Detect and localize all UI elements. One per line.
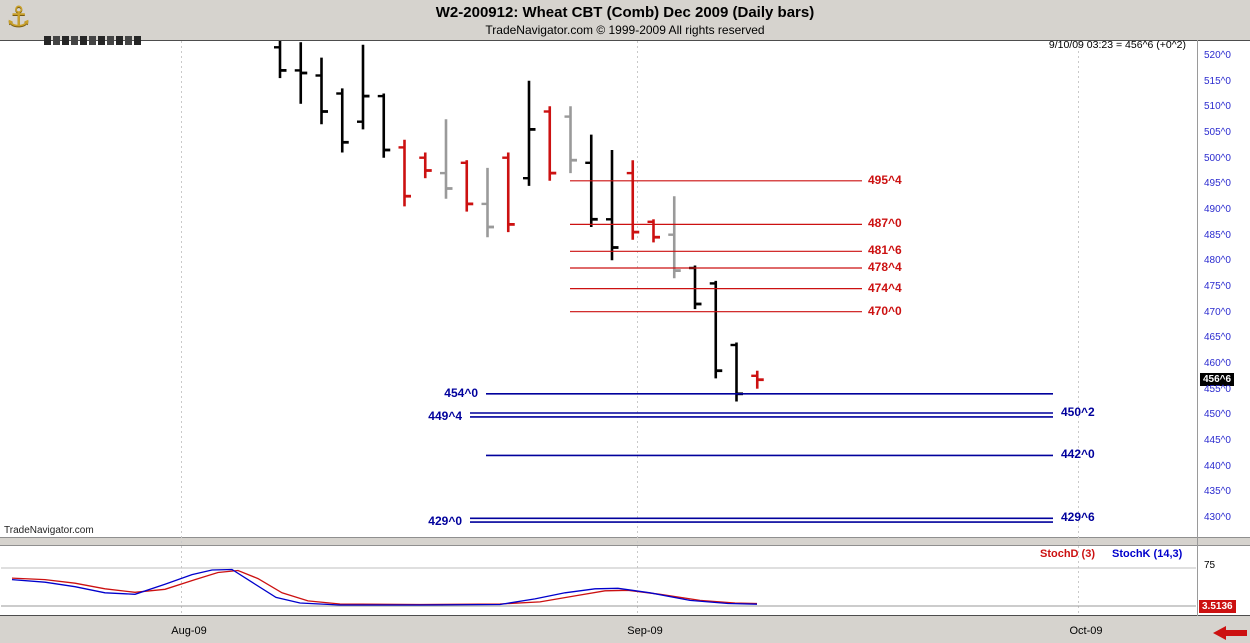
- toolbar-icon-11[interactable]: [134, 36, 141, 45]
- support-level-label: 449^4: [428, 408, 462, 423]
- last-price-badge: 456^6: [1200, 372, 1235, 386]
- date-axis-label: Aug-09: [171, 625, 207, 637]
- price-axis-label: 435^0: [1204, 486, 1231, 498]
- support-level-label: 454^0: [444, 385, 478, 400]
- ohlc-bar[interactable]: [689, 265, 702, 310]
- support-level-label: 429^0: [428, 514, 462, 529]
- price-axis-label: 490^0: [1204, 203, 1231, 215]
- arrow-head: [1213, 626, 1226, 640]
- toolbar-icon-8[interactable]: [107, 36, 114, 45]
- toolbar-icon-9[interactable]: [116, 36, 123, 45]
- price-axis-label: 500^0: [1204, 152, 1231, 164]
- ohlc-bar[interactable]: [668, 196, 681, 279]
- date-axis-label: Sep-09: [627, 625, 663, 637]
- price-axis-label: 455^0: [1204, 383, 1231, 395]
- toolbar-icon-6[interactable]: [89, 36, 96, 45]
- resistance-level-label: 478^4: [868, 260, 902, 275]
- toolbar-icon-7[interactable]: [98, 36, 105, 45]
- toolbar-icon-4[interactable]: [71, 36, 78, 45]
- price-axis-label: 445^0: [1204, 434, 1231, 446]
- ohlc-bar[interactable]: [274, 35, 287, 79]
- toolbar-icon-2[interactable]: [53, 36, 60, 45]
- support-level-label: 442^0: [1061, 447, 1095, 462]
- price-axis-label: 515^0: [1204, 75, 1231, 87]
- price-axis-label: 495^0: [1204, 178, 1231, 190]
- toolbar-icon-3[interactable]: [62, 36, 69, 45]
- price-axis-label: 460^0: [1204, 357, 1231, 369]
- ohlc-bar[interactable]: [315, 57, 329, 125]
- support-level-label: 450^2: [1061, 405, 1095, 420]
- ohlc-bar[interactable]: [481, 167, 495, 238]
- arrow-shaft: [1225, 630, 1247, 636]
- resistance-level-label: 495^4: [868, 172, 902, 187]
- ohlc-bar[interactable]: [419, 152, 432, 179]
- price-axis-label: 450^0: [1204, 409, 1231, 421]
- quote-readout: 9/10/09 03:23 = 456^6 (+0^2): [1048, 39, 1186, 51]
- support-level-label: 429^6: [1061, 510, 1095, 525]
- resistance-level-label: 474^4: [868, 280, 902, 295]
- stoch-last-value-badge: 3.5136: [1199, 600, 1236, 613]
- price-axis-label: 505^0: [1204, 126, 1231, 138]
- date-axis-label: Oct-09: [1069, 625, 1103, 637]
- ohlc-bar[interactable]: [440, 119, 453, 199]
- ohlc-bar[interactable]: [336, 88, 349, 153]
- chart-title: W2-200912: Wheat CBT (Comb) Dec 2009 (Da…: [435, 4, 815, 21]
- stochastic-panel: [0, 546, 1250, 616]
- date-axis-band: [0, 617, 1250, 643]
- tradenavigator-logo-icon: ⚓: [6, 1, 32, 32]
- price-axis-label: 520^0: [1204, 50, 1231, 61]
- toolbar-icon-1[interactable]: [44, 36, 51, 45]
- ohlc-bar[interactable]: [606, 150, 619, 261]
- ohlc-bar[interactable]: [357, 44, 370, 130]
- scroll-left-arrow-icon[interactable]: [1213, 626, 1248, 640]
- stoch-axis-label: 75: [1204, 560, 1216, 571]
- stochd-line: [11, 569, 758, 606]
- price-axis-label: 430^0: [1204, 511, 1231, 523]
- stochk-line: [11, 568, 758, 606]
- ohlc-bar[interactable]: [709, 280, 723, 379]
- ohlc-bar[interactable]: [751, 370, 764, 389]
- price-axis-label: 510^0: [1204, 101, 1231, 113]
- price-axis-label: 470^0: [1204, 306, 1231, 318]
- ohlc-bar[interactable]: [377, 93, 391, 158]
- ohlc-bar[interactable]: [294, 42, 308, 104]
- price-bars-group: [274, 35, 764, 402]
- toolbar-icon-5[interactable]: [80, 36, 87, 45]
- stochk-indicator-label[interactable]: StochK (14,3): [1112, 548, 1183, 560]
- price-axis-label: 475^0: [1204, 280, 1231, 292]
- resistance-level-label: 487^0: [868, 216, 902, 231]
- ohlc-bar[interactable]: [730, 342, 744, 402]
- resistance-level-label: 470^0: [868, 303, 902, 318]
- ohlc-bar[interactable]: [398, 139, 412, 207]
- ohlc-bar[interactable]: [564, 106, 578, 174]
- resistance-level-label: 481^6: [868, 243, 902, 258]
- ohlc-bar[interactable]: [626, 160, 640, 240]
- copyright-text: TradeNavigator.com © 1999-2009 All right…: [485, 23, 765, 37]
- price-axis-separator: [1197, 40, 1198, 616]
- toolbar[interactable]: [44, 36, 143, 47]
- ohlc-bar[interactable]: [523, 80, 536, 186]
- toolbar-icon-10[interactable]: [125, 36, 132, 45]
- ohlc-bar[interactable]: [543, 106, 557, 181]
- price-axis-label: 440^0: [1204, 460, 1231, 472]
- stochd-indicator-label[interactable]: StochD (3): [1040, 548, 1095, 560]
- watermark-text: TradeNavigator.com: [4, 525, 94, 536]
- panel-divider[interactable]: [0, 537, 1250, 546]
- ohlc-bar[interactable]: [460, 160, 474, 212]
- price-axis-label: 485^0: [1204, 229, 1231, 241]
- price-axis-label: 480^0: [1204, 255, 1231, 267]
- ohlc-bar[interactable]: [502, 152, 515, 233]
- price-axis-label: 465^0: [1204, 332, 1231, 344]
- ohlc-bar[interactable]: [647, 219, 661, 243]
